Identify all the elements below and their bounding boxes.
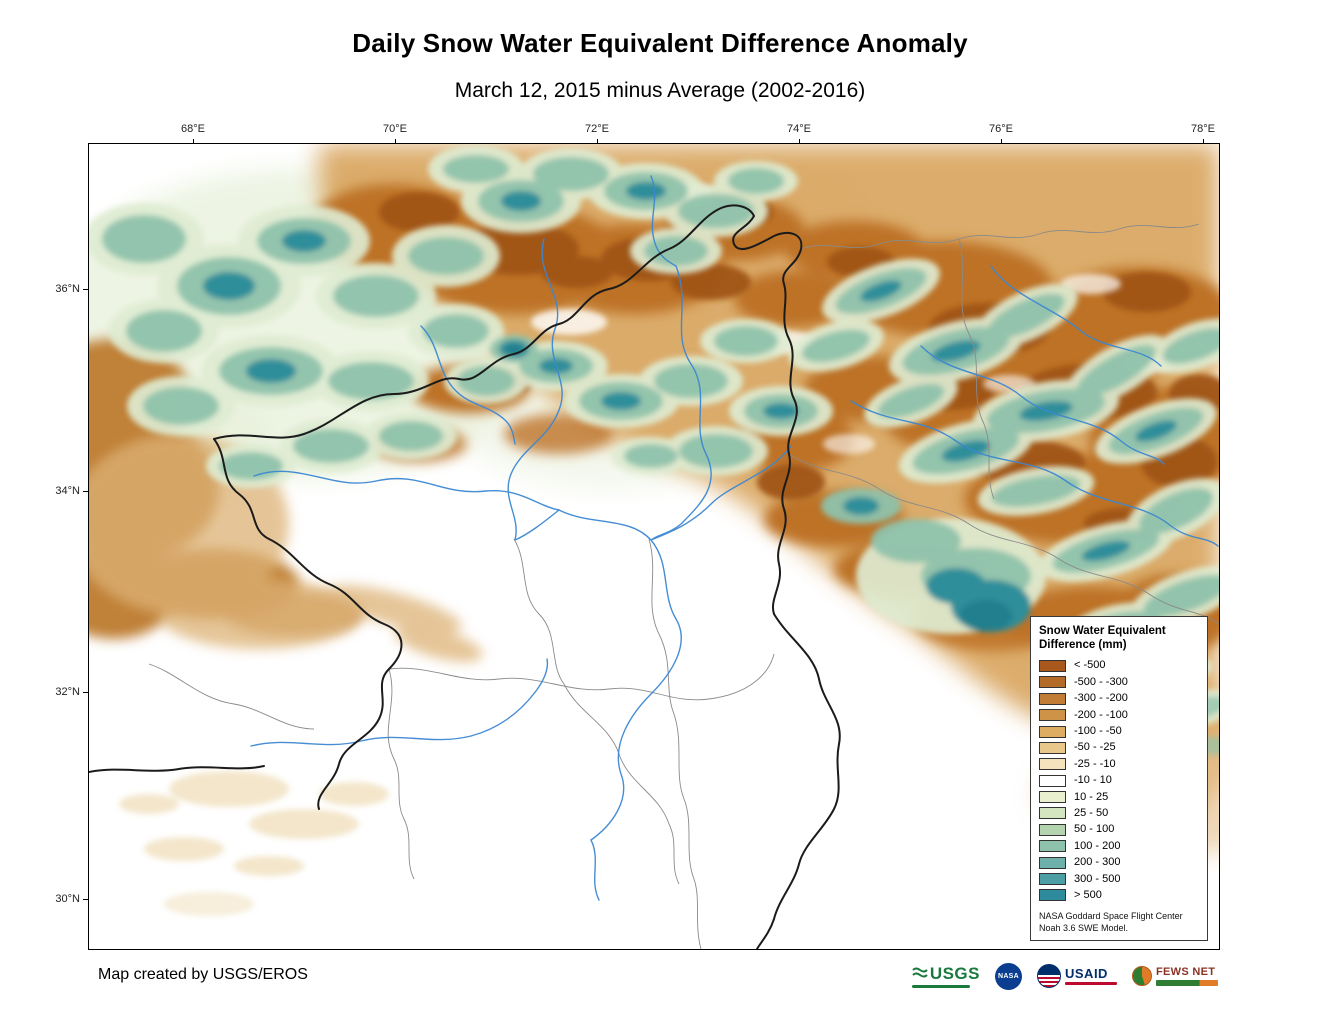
y-tick-mark bbox=[83, 491, 89, 492]
legend-entry: < -500 bbox=[1039, 658, 1199, 674]
legend-entry: -50 - -25 bbox=[1039, 740, 1199, 756]
legend-source-line2: Noah 3.6 SWE Model. bbox=[1039, 922, 1129, 933]
legend-title-line1: Snow Water Equivalent bbox=[1039, 625, 1166, 637]
legend-entry: 300 - 500 bbox=[1039, 871, 1199, 887]
y-tick-label: 32°N bbox=[55, 686, 80, 698]
x-tick-mark bbox=[1203, 139, 1204, 144]
page-subtitle: March 12, 2015 minus Average (2002-2016) bbox=[454, 79, 866, 102]
legend-swatch bbox=[1039, 758, 1066, 771]
legend-entry: -25 - -10 bbox=[1039, 756, 1199, 772]
legend-entry-label: -500 - -300 bbox=[1074, 675, 1128, 688]
legend-swatch bbox=[1039, 840, 1066, 853]
legend-entry: -100 - -50 bbox=[1039, 723, 1199, 739]
legend-entry-label: -25 - -10 bbox=[1074, 757, 1116, 770]
legend-entry: 10 - 25 bbox=[1039, 789, 1199, 805]
legend-swatch bbox=[1039, 856, 1066, 869]
legend-entry-label: -200 - -100 bbox=[1074, 708, 1128, 721]
rivers-layer bbox=[250, 175, 1219, 901]
usaid-logo: USAID bbox=[1037, 964, 1117, 988]
fewsnet-logo: FEWS NET bbox=[1132, 966, 1218, 986]
legend-swatch bbox=[1039, 823, 1066, 836]
legend-swatch bbox=[1039, 659, 1066, 672]
legend-entry-label: < -500 bbox=[1074, 659, 1106, 672]
legend-swatch bbox=[1039, 709, 1066, 722]
y-tick-mark bbox=[83, 692, 89, 693]
y-tick-label: 30°N bbox=[55, 893, 80, 905]
legend-entry-label: -10 - 10 bbox=[1074, 774, 1112, 787]
y-tick-label: 34°N bbox=[55, 485, 80, 497]
legend-entry: 25 - 50 bbox=[1039, 805, 1199, 821]
usgs-tagline-bar bbox=[911, 985, 970, 988]
fewsnet-tagline-bar bbox=[1156, 979, 1218, 986]
legend-entry-label: 50 - 100 bbox=[1074, 823, 1115, 836]
fewsnet-logo-text: FEWS NET bbox=[1156, 965, 1216, 978]
y-tick-mark bbox=[83, 899, 89, 900]
legend-entries: < -500 -500 - -300 -300 - -200 -200 - -100 -… bbox=[1039, 658, 1199, 904]
logo-row: USGS NASA USAID FEWS NET bbox=[911, 958, 1218, 994]
usaid-emblem-icon bbox=[1037, 964, 1061, 988]
usgs-wave-icon bbox=[912, 967, 928, 978]
legend-swatch bbox=[1039, 791, 1066, 804]
x-tick-label: 76°E bbox=[989, 123, 1013, 135]
legend-entry: -10 - 10 bbox=[1039, 772, 1199, 788]
page-title: Daily Snow Water Equivalent Difference A… bbox=[352, 28, 968, 58]
x-tick-mark bbox=[1001, 139, 1002, 144]
legend-swatch bbox=[1039, 741, 1066, 754]
nasa-logo: NASA bbox=[995, 962, 1022, 990]
legend-entry-label: 300 - 500 bbox=[1074, 872, 1121, 885]
legend-source: NASA Goddard Space Flight Center Noah 3.… bbox=[1039, 910, 1199, 934]
x-tick-label: 74°E bbox=[787, 123, 811, 135]
x-tick-label: 78°E bbox=[1191, 123, 1215, 135]
usgs-logo-text: USGS bbox=[929, 964, 980, 983]
legend-entry-label: 10 - 25 bbox=[1074, 790, 1109, 803]
legend-entry-label: -100 - -50 bbox=[1074, 725, 1122, 737]
boundaries-layer bbox=[89, 204, 841, 949]
map-frame: 68°E 70°E 72°E 74°E 76°E 78°E 36°N 34°N 32°N 30°… bbox=[55, 123, 1220, 950]
x-tick-label: 68°E bbox=[181, 123, 205, 135]
usaid-logo-text: USAID bbox=[1065, 966, 1108, 981]
legend-swatch bbox=[1039, 807, 1066, 820]
legend-entry-label: -300 - -200 bbox=[1074, 692, 1128, 705]
x-tick-label: 70°E bbox=[383, 123, 407, 135]
legend-swatch bbox=[1039, 692, 1066, 705]
legend-entry-label: 100 - 200 bbox=[1074, 839, 1121, 852]
legend-swatch bbox=[1039, 676, 1066, 689]
fewsnet-emblem-icon bbox=[1132, 966, 1152, 986]
legend-entry-label: -50 - -25 bbox=[1074, 741, 1116, 754]
x-tick-mark bbox=[597, 139, 598, 144]
usgs-logo: USGS bbox=[911, 964, 980, 988]
legend-entry: -200 - -100 bbox=[1039, 707, 1199, 723]
legend-source-line1: NASA Goddard Space Flight Center bbox=[1039, 910, 1183, 921]
y-tick-mark bbox=[83, 289, 89, 290]
map-credit: Map created by USGS/EROS bbox=[98, 966, 308, 983]
legend-swatch bbox=[1039, 725, 1066, 738]
x-tick-mark bbox=[193, 139, 194, 144]
legend-entry: -300 - -200 bbox=[1039, 691, 1199, 707]
legend-entry: 50 - 100 bbox=[1039, 822, 1199, 838]
x-tick-mark bbox=[799, 139, 800, 144]
legend-entry: > 500 bbox=[1039, 887, 1199, 903]
legend-entry-label: > 500 bbox=[1074, 888, 1102, 901]
legend-swatch bbox=[1039, 889, 1066, 902]
legend-entry: -500 - -300 bbox=[1039, 674, 1199, 690]
legend: Snow Water Equivalent Difference (mm) < … bbox=[1030, 616, 1208, 941]
legend-entry-label: 25 - 50 bbox=[1074, 806, 1109, 819]
legend-entry: 100 - 200 bbox=[1039, 838, 1199, 854]
y-tick-label: 36°N bbox=[55, 283, 80, 295]
legend-title: Snow Water Equivalent Difference (mm) bbox=[1039, 624, 1199, 653]
usaid-tagline-bar bbox=[1065, 982, 1117, 985]
legend-swatch bbox=[1039, 774, 1066, 787]
x-tick-label: 72°E bbox=[585, 123, 609, 135]
legend-entry: 200 - 300 bbox=[1039, 854, 1199, 870]
legend-entry-label: 200 - 300 bbox=[1074, 856, 1121, 869]
x-tick-mark bbox=[395, 139, 396, 144]
legend-title-line2: Difference (mm) bbox=[1039, 639, 1127, 652]
legend-swatch bbox=[1039, 873, 1066, 886]
